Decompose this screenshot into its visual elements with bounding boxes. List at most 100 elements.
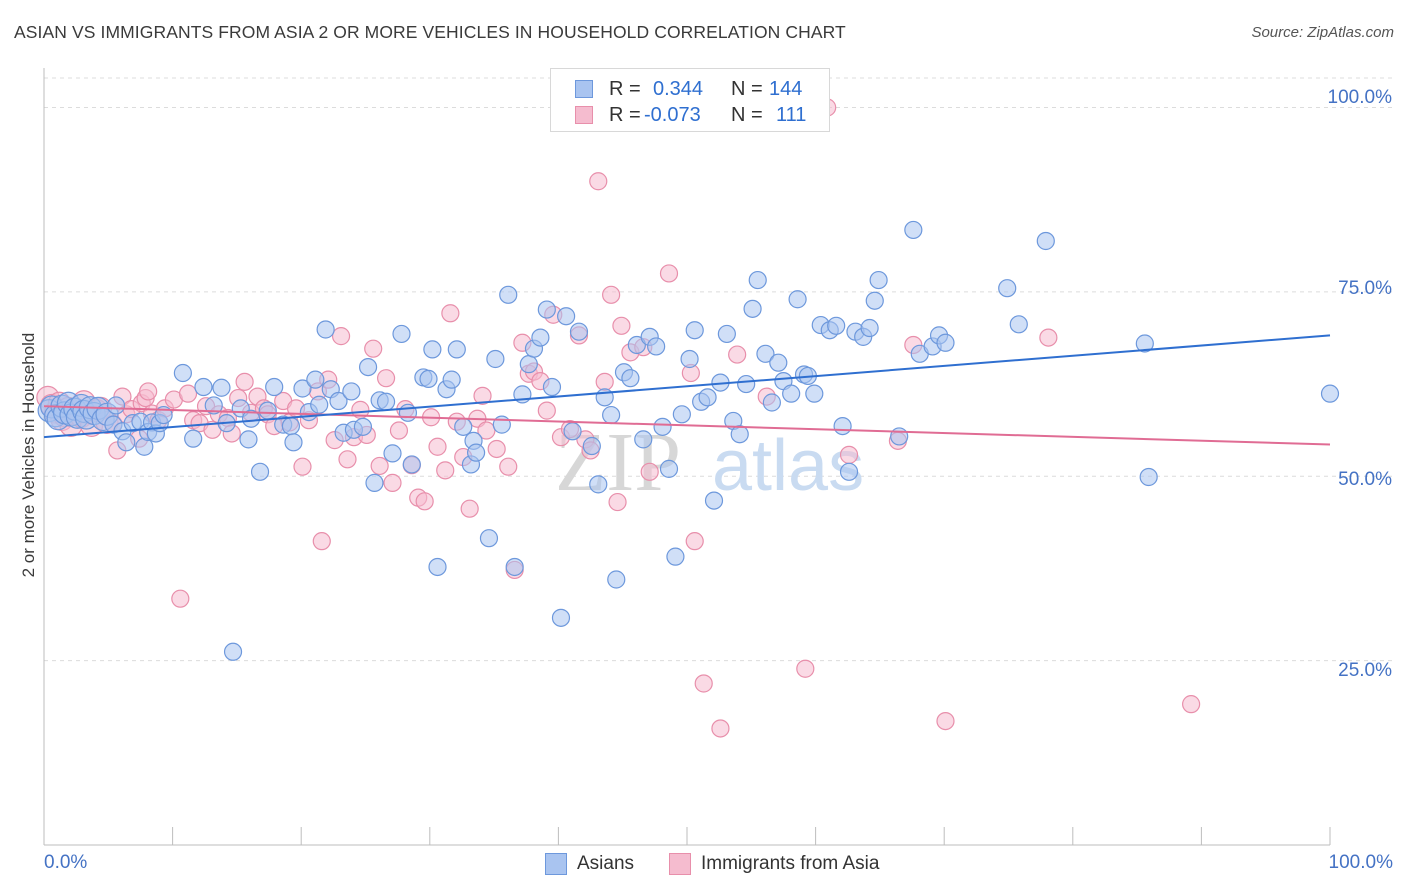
immigrants-point	[428, 437, 447, 456]
asians-point	[212, 378, 231, 397]
asians-point	[117, 433, 136, 452]
grid-lines	[44, 77, 1395, 662]
asians-point	[342, 382, 361, 401]
immigrants-point	[685, 532, 704, 551]
asians-point	[284, 433, 303, 452]
immigrants-point	[839, 445, 859, 464]
immigrants-point	[477, 421, 496, 440]
immigrants-point	[640, 462, 659, 481]
asians-point	[998, 279, 1017, 298]
asians-point	[827, 316, 846, 335]
asians-point	[1135, 334, 1154, 353]
asians-point	[704, 491, 724, 510]
immigrants-point	[235, 372, 254, 391]
asians-point	[936, 333, 955, 352]
asians-point	[634, 430, 653, 449]
legend-label-immigrants: Immigrants from Asia	[701, 853, 880, 874]
asians-point	[869, 270, 888, 290]
immigrants-point	[602, 285, 621, 304]
asians-point	[557, 307, 576, 326]
y-tick-label-100: 100.0%	[1327, 87, 1392, 108]
asians-point	[173, 363, 192, 383]
stats-row-asians: R = 0.344 N = 144	[551, 75, 829, 101]
immigrants-point	[415, 492, 434, 511]
asians-point	[769, 353, 788, 372]
y-tick-label-50: 50.0%	[1338, 469, 1392, 490]
n-label: N =	[731, 104, 763, 126]
asians-point	[551, 608, 571, 627]
asians-point	[563, 422, 582, 441]
asians-point	[659, 459, 679, 478]
asians-point	[627, 335, 646, 355]
asians-point	[402, 455, 421, 474]
asians-point	[672, 405, 691, 424]
asians-r-value: 0.344	[653, 78, 704, 100]
asians-point	[419, 369, 438, 388]
asians-point	[531, 328, 550, 347]
asians-point	[204, 396, 223, 415]
chart-title: ASIAN VS IMMIGRANTS FROM ASIA 2 OR MORE …	[14, 22, 846, 42]
asians-point	[442, 370, 461, 389]
asians-trend-line	[43, 334, 1331, 439]
asians-point	[865, 291, 884, 310]
stats-box: R = 0.344 N = 144 R = -0.073 N = 111	[550, 68, 830, 132]
asians-point	[184, 429, 203, 448]
asians-point	[194, 377, 213, 397]
asians-point	[805, 384, 824, 403]
chart-source: Source: ZipAtlas.com	[1251, 24, 1394, 41]
asians-point	[680, 349, 699, 369]
legend-swatch-asians	[545, 853, 567, 875]
immigrants-point	[595, 372, 614, 391]
asians-point	[782, 384, 801, 403]
immigrants-point	[383, 473, 402, 492]
asians-point	[717, 324, 736, 344]
asians-point	[466, 443, 486, 462]
immigrants-n-value: 111	[776, 104, 807, 126]
immigrants-point	[436, 461, 455, 480]
asians-point	[239, 430, 258, 449]
immigrants-point	[612, 316, 631, 335]
asians-swatch	[575, 80, 593, 98]
asians-point	[505, 557, 524, 577]
asians-point	[223, 642, 243, 661]
asians-point	[904, 220, 923, 240]
asians-point	[358, 358, 378, 377]
asians-point	[479, 529, 499, 548]
immigrants-point	[694, 674, 713, 693]
asians-point	[582, 436, 601, 456]
asians-point	[258, 401, 277, 420]
asians-point	[293, 379, 312, 398]
asians-point	[365, 473, 384, 492]
asians-point	[250, 462, 270, 481]
asians-point	[486, 349, 505, 369]
immigrants-r-value: -0.073	[644, 104, 701, 126]
asians-point	[890, 427, 909, 446]
asians-point	[762, 393, 781, 412]
asians-point	[454, 417, 473, 436]
asians-point	[666, 547, 685, 566]
asians-point	[788, 290, 807, 309]
immigrants-point	[331, 327, 351, 346]
immigrants-point	[338, 450, 357, 469]
immigrants-point	[936, 711, 955, 731]
immigrants-point	[171, 589, 190, 608]
asians-point	[607, 570, 626, 589]
n-label: N =	[731, 78, 763, 100]
asians-point	[833, 417, 852, 436]
asians-point	[685, 321, 704, 340]
series-asians-points	[37, 220, 1340, 661]
y-tick-label-25: 25.0%	[1338, 660, 1392, 681]
immigrants-swatch	[575, 106, 593, 124]
asians-point	[730, 425, 749, 444]
asians-point	[756, 344, 775, 363]
asians-point	[743, 299, 762, 318]
asians-point	[281, 417, 301, 436]
immigrants-point	[728, 345, 747, 364]
asians-point	[106, 396, 126, 415]
asians-point	[589, 475, 608, 494]
legend-swatch-immigrants	[669, 853, 691, 875]
immigrants-point	[389, 421, 409, 440]
asians-point	[423, 340, 442, 359]
asians-point	[602, 405, 621, 425]
